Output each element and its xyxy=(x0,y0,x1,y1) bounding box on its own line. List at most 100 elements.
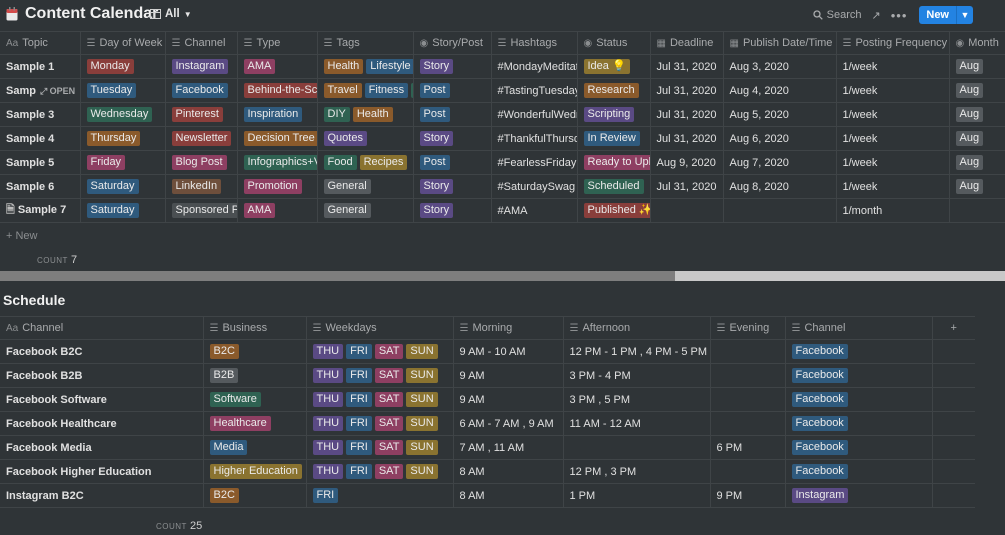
month-tag[interactable]: Aug xyxy=(955,131,984,146)
type-tag[interactable]: Decision Tree xyxy=(243,131,316,146)
weekday-tag[interactable]: SUN xyxy=(406,344,438,359)
channel-cell[interactable]: Newsletter xyxy=(165,126,238,151)
business-cell[interactable]: Higher Education xyxy=(203,459,307,484)
publish-date-cell[interactable]: Aug 7, 2020 xyxy=(723,150,837,175)
weekday-tag[interactable]: THU xyxy=(312,368,344,383)
story-tag[interactable]: Story xyxy=(419,59,454,74)
publish-date-cell[interactable] xyxy=(723,198,837,223)
tag-chip[interactable]: General xyxy=(323,179,371,194)
business-tag[interactable]: B2C xyxy=(209,488,239,503)
channel-tag[interactable]: Facebook xyxy=(791,392,848,407)
column-header[interactable]: ☰ Channel xyxy=(165,31,238,55)
channel-name-cell[interactable]: Facebook Healthcare xyxy=(0,411,204,436)
weekday-tag[interactable]: SUN xyxy=(406,464,438,479)
publish-date-cell[interactable]: Aug 5, 2020 xyxy=(723,102,837,127)
story-tag[interactable]: Post xyxy=(419,155,450,170)
evening-cell[interactable] xyxy=(710,411,786,436)
weekday-tag[interactable]: SAT xyxy=(374,392,404,407)
topic-cell[interactable]: Sample 1 xyxy=(0,54,81,79)
tag-chip[interactable]: Travel xyxy=(323,83,362,98)
status-tag[interactable]: Scripting xyxy=(583,107,635,122)
channel-cell[interactable]: Facebook xyxy=(785,339,933,364)
expand-icon[interactable]: ↗ xyxy=(871,9,881,22)
column-header[interactable]: ◉ Status xyxy=(577,31,651,55)
weekday-tag[interactable]: SAT xyxy=(374,344,404,359)
channel-cell[interactable]: Facebook xyxy=(785,387,933,412)
evening-cell[interactable] xyxy=(710,339,786,364)
weekday-tag[interactable]: SAT xyxy=(374,440,404,455)
tag-chip[interactable]: Lifestyle xyxy=(366,59,412,74)
deadline-cell[interactable]: Jul 31, 2020 xyxy=(650,126,724,151)
column-header[interactable]: ☰ Tags xyxy=(317,31,414,55)
story-cell[interactable]: Story xyxy=(413,54,492,79)
deadline-cell[interactable]: Jul 31, 2020 xyxy=(650,174,724,199)
column-header[interactable]: ☰ Hashtags xyxy=(491,31,578,55)
status-cell[interactable]: Published ✨ xyxy=(577,198,651,223)
channel-name-cell[interactable]: Facebook Higher Education xyxy=(0,459,204,484)
business-cell[interactable]: B2C xyxy=(203,483,307,508)
month-cell[interactable]: Aug xyxy=(949,126,1005,151)
table-row[interactable]: Facebook B2B B2B THU FRI SAT SUN 9 AM 3 PM - 4 … xyxy=(0,363,975,388)
column-header[interactable]: ☰ Type xyxy=(237,31,318,55)
weekday-tag[interactable]: THU xyxy=(312,392,344,407)
status-cell[interactable]: Ready to Uplo xyxy=(577,150,651,175)
status-cell[interactable]: Scripting xyxy=(577,102,651,127)
evening-cell[interactable]: 9 PM xyxy=(710,483,786,508)
deadline-cell[interactable] xyxy=(650,198,724,223)
day-tag[interactable]: Thursday xyxy=(86,131,141,146)
channel-cell[interactable]: Facebook xyxy=(785,459,933,484)
frequency-cell[interactable]: 1/week xyxy=(836,126,950,151)
morning-cell[interactable]: 9 AM xyxy=(453,363,564,388)
type-tag[interactable]: AMA xyxy=(243,59,276,74)
day-tag[interactable]: Monday xyxy=(86,59,134,74)
weekday-tag[interactable]: SUN xyxy=(406,392,438,407)
table-row[interactable]: Sample 6 Saturday LinkedIn Promotion General… xyxy=(0,174,1005,199)
month-tag[interactable]: Aug xyxy=(955,83,984,98)
afternoon-cell[interactable]: 12 PM , 3 PM xyxy=(563,459,711,484)
hashtags-cell[interactable]: #SaturdaySwag # xyxy=(491,174,578,199)
weekday-tag[interactable]: SUN xyxy=(406,416,438,431)
month-cell[interactable]: Aug xyxy=(949,102,1005,127)
afternoon-cell[interactable]: 12 PM - 1 PM , 4 PM - 5 PM xyxy=(563,339,711,364)
table-row[interactable]: Facebook Media Media THU FRI SAT SUN 7 AM , 11… xyxy=(0,435,975,460)
column-header[interactable]: ◉ Story/Post xyxy=(413,31,492,55)
channel-cell[interactable]: Blog Post xyxy=(165,150,238,175)
frequency-cell[interactable]: 1/week xyxy=(836,102,950,127)
tag-chip[interactable]: Health xyxy=(323,59,364,74)
story-cell[interactable]: Post xyxy=(413,78,492,103)
new-dropdown-icon[interactable]: ▼ xyxy=(956,6,973,24)
morning-cell[interactable]: 7 AM , 11 AM xyxy=(453,435,564,460)
channel-name-cell[interactable]: Facebook Media xyxy=(0,435,204,460)
publish-date-cell[interactable]: Aug 3, 2020 xyxy=(723,54,837,79)
status-tag[interactable]: Scheduled xyxy=(583,179,644,194)
business-tag[interactable]: B2B xyxy=(209,368,239,383)
month-tag[interactable]: Aug xyxy=(955,59,984,74)
tags-cell[interactable]: General xyxy=(317,174,414,199)
table-row[interactable]: Sample 3 Wednesday Pinterest Inspiration DIY… xyxy=(0,102,1005,127)
column-header[interactable]: ☰ Evening xyxy=(710,316,786,340)
type-cell[interactable]: AMA xyxy=(237,54,318,79)
column-header[interactable]: ▦ Deadline xyxy=(650,31,724,55)
evening-cell[interactable] xyxy=(710,363,786,388)
column-header[interactable]: ☰ Weekdays xyxy=(306,316,454,340)
publish-date-cell[interactable]: Aug 6, 2020 xyxy=(723,126,837,151)
day-cell[interactable]: Thursday xyxy=(80,126,166,151)
type-cell[interactable]: Inspiration xyxy=(237,102,318,127)
type-tag[interactable]: AMA xyxy=(243,203,276,218)
month-tag[interactable]: Aug xyxy=(955,155,984,170)
channel-cell[interactable]: Facebook xyxy=(785,435,933,460)
tag-chip[interactable]: Fitness xyxy=(364,83,409,98)
channel-cell[interactable]: Facebook xyxy=(165,78,238,103)
status-tag[interactable]: In Review xyxy=(583,131,640,146)
day-tag[interactable]: Saturday xyxy=(86,203,139,218)
channel-tag[interactable]: Sponsored Po xyxy=(171,203,236,218)
business-tag[interactable]: Higher Education xyxy=(209,464,302,479)
status-cell[interactable]: In Review xyxy=(577,126,651,151)
day-cell[interactable]: Tuesday xyxy=(80,78,166,103)
tag-chip[interactable]: General xyxy=(323,203,371,218)
business-cell[interactable]: B2C xyxy=(203,339,307,364)
channel-tag[interactable]: Blog Post xyxy=(171,155,227,170)
morning-cell[interactable]: 9 AM xyxy=(453,387,564,412)
channel-name-cell[interactable]: Facebook Software xyxy=(0,387,204,412)
type-cell[interactable]: Infographics+V xyxy=(237,150,318,175)
